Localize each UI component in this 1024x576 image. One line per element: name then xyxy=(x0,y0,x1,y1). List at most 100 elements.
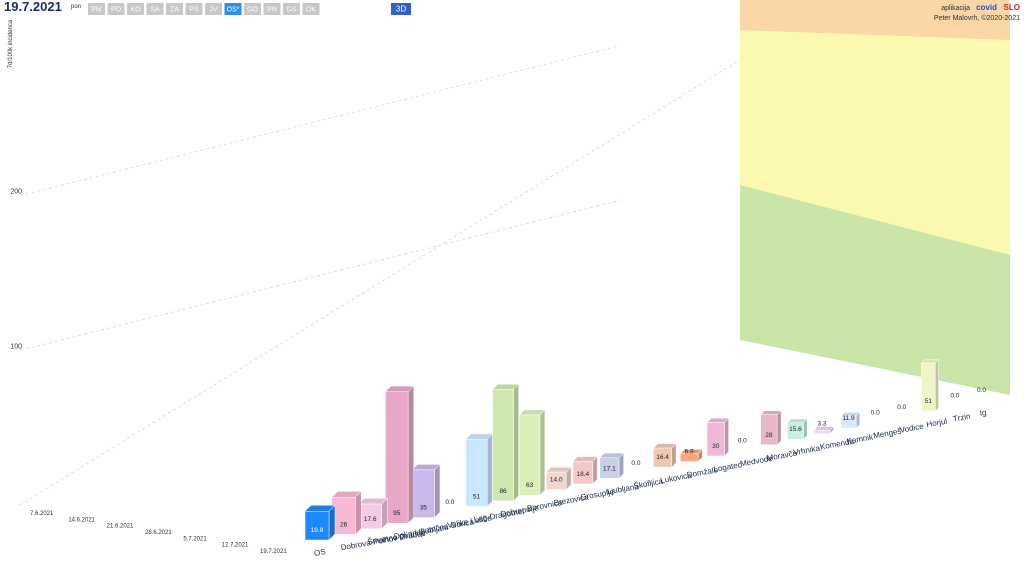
bar xyxy=(599,457,620,479)
value-label: 0.0 xyxy=(950,393,959,400)
region-button[interactable]: PS xyxy=(189,6,199,13)
value-label: 6.9 xyxy=(685,449,694,456)
region-button[interactable]: KO xyxy=(130,6,141,13)
value-label: 19.8 xyxy=(311,527,324,534)
region-button[interactable]: OK xyxy=(306,6,316,13)
category-label: Horjul xyxy=(926,417,948,430)
date-label: 21.6.2021 xyxy=(107,524,134,530)
view-button-bg[interactable] xyxy=(391,3,411,15)
grid-line xyxy=(19,199,621,351)
region-button[interactable]: JV xyxy=(209,6,218,13)
bar xyxy=(921,362,936,412)
bar xyxy=(492,389,514,502)
bar-side xyxy=(724,417,729,457)
value-label: 0.0 xyxy=(631,460,640,467)
value-label: 35 xyxy=(420,505,428,512)
category-label: Trzin xyxy=(952,412,971,424)
value-label: 15.6 xyxy=(789,426,802,433)
bar-side xyxy=(539,409,546,496)
value-label: 95 xyxy=(393,510,401,517)
value-label: 0.0 xyxy=(738,437,747,444)
bar xyxy=(519,414,541,496)
app-prefix: aplikacija xyxy=(941,5,970,12)
y-tick-label: 200 xyxy=(10,189,22,196)
region-button-bg[interactable] xyxy=(224,3,242,15)
value-label: 11.9 xyxy=(843,415,856,422)
region-button-bg[interactable] xyxy=(302,3,320,15)
value-label: 3.3 xyxy=(817,421,826,428)
date-label: 28.6.2021 xyxy=(145,530,172,536)
author: Peter Malovrh, ©2020-2021 xyxy=(934,14,1020,22)
category-label: Ig xyxy=(979,408,987,418)
value-label: 16.4 xyxy=(656,454,669,461)
bar xyxy=(304,511,330,541)
bar xyxy=(813,429,831,434)
date-label: 7.6.2021 xyxy=(30,511,54,517)
bar-top xyxy=(920,359,940,364)
region-button[interactable]: PM xyxy=(91,6,102,13)
value-label: 0.0 xyxy=(977,387,986,394)
value-label: 51 xyxy=(473,493,481,500)
region-button-bg[interactable] xyxy=(166,3,183,15)
bar-side xyxy=(407,385,414,524)
bar xyxy=(465,438,488,507)
bar xyxy=(840,415,857,429)
bar-top xyxy=(706,417,730,423)
zone-green xyxy=(740,185,1010,395)
date-label: 5.7.2021 xyxy=(183,536,207,542)
value-label: 0.0 xyxy=(871,409,880,416)
bar-top xyxy=(786,418,808,424)
bar xyxy=(545,471,567,490)
region-button-bg[interactable] xyxy=(107,3,125,15)
date: 19.7.2021 xyxy=(4,0,62,14)
value-label: 51 xyxy=(925,398,933,405)
bar xyxy=(572,461,593,485)
value-label: 26 xyxy=(340,521,348,528)
bar-side xyxy=(355,490,362,536)
value-label: 0.0 xyxy=(897,404,906,411)
region-button[interactable]: GS xyxy=(286,6,296,13)
bar-side xyxy=(486,433,493,508)
region-button-bg[interactable] xyxy=(185,3,203,15)
weekday: pon xyxy=(71,4,81,10)
region-button[interactable]: PN xyxy=(267,6,277,13)
date-label: 12.7.2021 xyxy=(222,543,249,549)
region-button-bg[interactable] xyxy=(127,3,144,15)
grid-line xyxy=(19,45,621,197)
value-label: 17.6 xyxy=(364,516,377,523)
bar-side xyxy=(434,463,441,519)
region-buttons: PM PO KO SA ZA PS JV OS* GO PN GS OK xyxy=(88,3,320,15)
value-label: 86 xyxy=(499,488,507,495)
value-label: 18.4 xyxy=(576,471,589,478)
region-button-bg[interactable] xyxy=(205,3,222,15)
region-button[interactable]: GO xyxy=(247,6,258,13)
region-button-bg[interactable] xyxy=(283,3,300,15)
region-button-bg[interactable] xyxy=(88,3,105,15)
bar xyxy=(760,414,778,446)
region-button[interactable]: ZA xyxy=(170,6,179,13)
bar-side xyxy=(776,410,782,446)
value-label: 0.0 xyxy=(445,499,454,506)
view-button[interactable]: 3D xyxy=(396,5,406,14)
region-button[interactable]: PO xyxy=(111,6,122,13)
region-button[interactable]: SA xyxy=(150,6,160,13)
value-label: 28 xyxy=(765,432,773,439)
bar-side xyxy=(935,359,939,412)
bar xyxy=(787,422,804,440)
bar xyxy=(653,447,672,468)
region-button-bg[interactable] xyxy=(244,3,261,15)
category-label: OS xyxy=(313,547,326,558)
value-label: 14.0 xyxy=(550,477,563,484)
value-label: 30 xyxy=(712,443,720,450)
category-label: Vodice xyxy=(899,422,925,435)
app-name: covid xyxy=(976,3,997,12)
y-axis-label: 7d/100k incidenca xyxy=(8,19,14,68)
date-label: 19.7.2021 xyxy=(260,549,287,555)
region-button[interactable]: OS* xyxy=(227,6,240,13)
date-label: 14.6.2021 xyxy=(68,517,95,523)
value-label: 17.1 xyxy=(603,465,616,472)
region-button-bg[interactable] xyxy=(263,3,281,15)
region-button-bg[interactable] xyxy=(146,3,164,15)
